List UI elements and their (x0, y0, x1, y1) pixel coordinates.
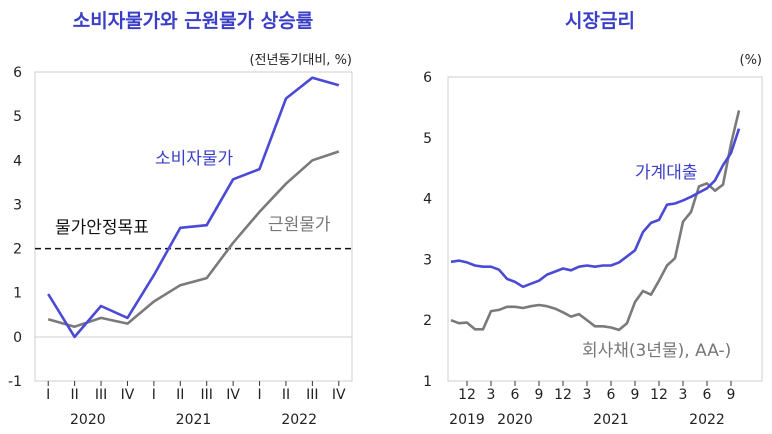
household-loan-line (450, 128, 741, 289)
right-y-tick-label: 6 (423, 70, 432, 86)
right-x-tick-label: 6 (511, 387, 520, 403)
core-inflation-line (47, 150, 340, 329)
right-year-label: 2020 (497, 412, 533, 428)
left-y-tick-label: 2 (13, 242, 22, 258)
right-x-tick-label: 12 (458, 387, 476, 403)
target-label: 물가안정목표 (55, 218, 149, 238)
left-year-label: 2022 (281, 412, 317, 428)
left-x-tick-label: I (257, 387, 261, 403)
left-x-tick-label: IV (121, 387, 135, 403)
right-x-tick-label: 12 (650, 387, 668, 403)
left-plot-frame (34, 71, 353, 382)
right-x-tick-label: 6 (703, 387, 712, 403)
left-x-tick-label: II (70, 387, 78, 403)
left-unit-note: (전년동기대비, %) (249, 53, 352, 68)
left-x-tick-label: III (201, 387, 213, 403)
right-y-tick-label: 5 (423, 131, 432, 147)
right-chart-title: 시장금리 (565, 10, 635, 32)
corporate-bond-label: 회사채(3년물), AA-) (582, 341, 731, 361)
core-series-label: 근원물가 (268, 215, 331, 235)
right-x-tick-label: 9 (535, 387, 544, 403)
household-loan-label: 가계대출 (635, 163, 698, 183)
right-x-tick-label: 9 (727, 387, 736, 403)
left-x-tick-label: IV (332, 387, 346, 403)
left-chart-title: 소비자물가와 근원물가 상승률 (73, 10, 313, 32)
left-x-tick-label: II (282, 387, 290, 403)
left-y-tick-label: 0 (13, 330, 22, 346)
left-x-tick-label: I (152, 387, 156, 403)
right-year-label: 2022 (689, 412, 725, 428)
right-year-label: 2021 (593, 412, 629, 428)
right-unit-note: (%) (740, 53, 763, 68)
left-year-label: 2020 (70, 412, 106, 428)
left-year-label: 2021 (176, 412, 212, 428)
left-y-tick-label: 4 (13, 153, 22, 169)
right-x-tick-label: 6 (607, 387, 616, 403)
left-x-tick-label: III (306, 387, 318, 403)
left-y-tick-label: 6 (13, 65, 22, 81)
right-y-tick-label: 4 (423, 192, 432, 208)
cpi-series-label: 소비자물가 (155, 149, 234, 169)
right-y-tick-label: 1 (423, 374, 432, 390)
left-x-tick-label: III (95, 387, 107, 403)
right-x-tick-label: 12 (554, 387, 572, 403)
left-y-tick-label: -1 (8, 374, 22, 390)
left-y-tick-label: 3 (13, 197, 22, 213)
right-x-tick-label: 9 (631, 387, 640, 403)
right-y-tick-label: 3 (423, 252, 432, 268)
cpi-line (47, 76, 340, 339)
right-x-tick-label: 3 (679, 387, 688, 403)
corporate-bond-line (450, 110, 741, 332)
left-y-tick-label: 5 (13, 109, 22, 125)
left-x-tick-label: IV (226, 387, 240, 403)
left-x-tick-label: II (176, 387, 184, 403)
right-plot-frame (447, 76, 763, 382)
right-x-tick-label: 3 (583, 387, 592, 403)
right-x-tick-label: 3 (487, 387, 496, 403)
left-y-tick-label: 1 (13, 286, 22, 302)
right-y-tick-label: 2 (423, 313, 432, 329)
left-x-tick-label: I (46, 387, 50, 403)
right-year-label: 2019 (449, 412, 485, 428)
